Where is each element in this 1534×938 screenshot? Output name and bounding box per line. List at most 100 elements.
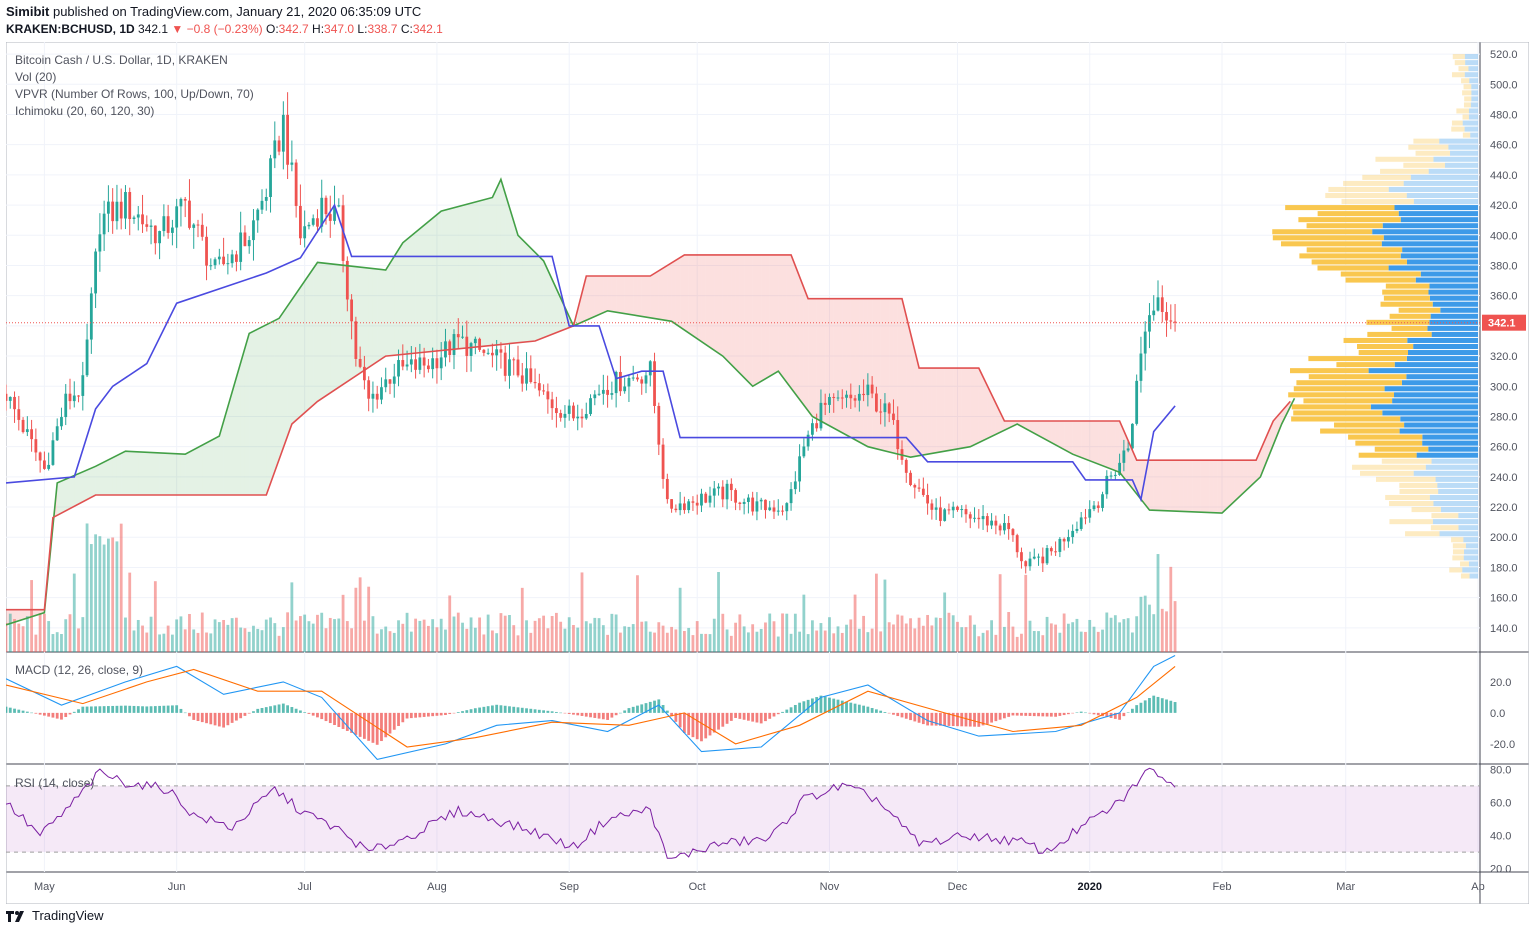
volume-bar [994, 634, 998, 652]
macd-histogram-bar [491, 705, 494, 713]
candle-body [64, 393, 68, 418]
volume-bar [815, 630, 819, 652]
macd-histogram-bar [392, 712, 396, 730]
macd-legend[interactable]: MACD (12, 26, close, 9) [15, 663, 144, 677]
volume-bar [1003, 626, 1006, 652]
volume-bar [806, 634, 810, 652]
volume-bar [1152, 614, 1156, 652]
ichimoku-cloud-segment [244, 333, 250, 495]
ichimoku-cloud-segment [739, 254, 745, 378]
candle-body [576, 416, 580, 419]
ichimoku-cloud-segment [198, 445, 203, 495]
published-text: published on TradingView.com, January 21… [52, 4, 422, 19]
macd-histogram-bar [896, 712, 900, 717]
vpvr-down-bar [1311, 259, 1407, 265]
volume-legend[interactable]: Vol (20) [15, 70, 57, 84]
ichimoku-cloud-segment [407, 235, 412, 354]
volume-bar [465, 628, 469, 652]
volume-bar [985, 630, 989, 652]
macd-histogram-bar [700, 712, 703, 742]
macd-histogram-bar [200, 712, 204, 723]
ichimoku-cloud-segment [552, 279, 557, 335]
ichimoku-cloud-segment [1106, 420, 1112, 470]
macd-histogram-bar [627, 708, 631, 713]
ichimoku-cloud-segment [99, 461, 105, 495]
vpvr-up-bar [1416, 452, 1478, 458]
vpvr-up-bar [1372, 229, 1478, 235]
ichimoku-cloud-segment [82, 469, 88, 502]
ichimoku-cloud-segment [300, 281, 305, 417]
vpvr-down-bar [1343, 337, 1408, 343]
rsi-legend[interactable]: RSI (14, close) [15, 776, 95, 790]
candle-body [1049, 548, 1053, 552]
ichimoku-legend[interactable]: Ichimoku (20, 60, 120, 30) [15, 104, 155, 118]
ichimoku-cloud-segment [253, 329, 258, 495]
vpvr-up-bar [1420, 271, 1478, 277]
ichimoku-cloud-segment [125, 451, 130, 495]
macd-histogram-bar [853, 703, 857, 713]
candle-body [619, 371, 622, 392]
ichimoku-cloud-segment [974, 368, 979, 445]
macd-histogram-bar [930, 712, 934, 726]
ichimoku-cloud-segment [274, 318, 280, 472]
ichimoku-cloud-segment [257, 326, 262, 495]
candle-body [892, 413, 895, 421]
publisher-name[interactable]: Simibit [6, 4, 50, 19]
volume-bar [520, 587, 524, 652]
volume-bar [1037, 631, 1040, 652]
main-pane-legend: Bitcoin Cash / U.S. Dollar, 1D, KRAKEN V… [15, 53, 254, 118]
ichimoku-cloud-segment [1247, 460, 1252, 489]
macd-histogram-bar [537, 709, 541, 713]
vpvr-down-bar [1348, 434, 1423, 440]
macd-histogram-bar [316, 712, 319, 718]
macd-histogram-bar [363, 712, 366, 739]
ichimoku-cloud-segment [462, 204, 467, 349]
candle-body [431, 358, 435, 370]
candle-body [636, 377, 639, 380]
candle-body [486, 352, 490, 354]
macd-histogram-bar [550, 711, 554, 713]
candle-body [968, 514, 972, 519]
volume-bar [401, 623, 405, 652]
macd-histogram-bar [1139, 702, 1143, 713]
candle-body [384, 379, 388, 388]
vpvr-up-bar [1429, 295, 1478, 301]
ichimoku-cloud-segment [556, 288, 561, 333]
ichimoku-cloud-segment [163, 453, 169, 495]
vpvr-up-bar [1382, 410, 1478, 416]
price-tick-label: 500.0 [1490, 79, 1518, 91]
vpvr-legend[interactable]: VPVR (Number Of Rows, 100, Up/Down, 70) [15, 87, 254, 101]
ichimoku-cloud-segment [547, 270, 553, 336]
candle-body [879, 411, 883, 413]
volume-bar [179, 616, 183, 652]
chart-svg[interactable]: May Jun Jul Aug Sep Oct Nov Dec 2020 Feb Mar Ap 140.… [4, 41, 1530, 905]
candle-body [512, 359, 516, 361]
macd-histogram-bar [171, 705, 174, 713]
vpvr-down-bar [1415, 150, 1451, 156]
volume-bar [1062, 613, 1066, 652]
candle-body [845, 394, 848, 398]
candle-body [200, 224, 204, 237]
vpvr-up-bar [1427, 325, 1478, 331]
chart-area[interactable]: May Jun Jul Aug Sep Oct Nov Dec 2020 Feb Mar Ap 140.… [4, 41, 1530, 905]
macd-histogram-bar [866, 706, 870, 713]
vpvr-down-bar [1389, 501, 1434, 507]
candle-body [47, 464, 51, 469]
ichimoku-cloud-segment [778, 254, 783, 377]
volume-bar [1173, 601, 1177, 652]
candle-body [427, 365, 430, 370]
ichimoku-cloud-segment [611, 276, 617, 313]
ichimoku-cloud-segment [731, 254, 736, 370]
tradingview-brand[interactable]: TradingView [32, 908, 104, 923]
time-tick-label: Sep [559, 881, 579, 893]
ichimoku-cloud-segment [603, 276, 608, 313]
vpvr-up-bar [1448, 144, 1478, 150]
volume-bar [631, 624, 635, 652]
macd-histogram-bar [1122, 712, 1126, 717]
vpvr-down-bar [1306, 223, 1383, 229]
candle-body [299, 205, 302, 239]
macd-histogram-bar [102, 706, 106, 713]
macd-histogram-bar [904, 712, 908, 719]
candle-body [657, 405, 661, 445]
ichimoku-base-line [6, 254, 1291, 611]
